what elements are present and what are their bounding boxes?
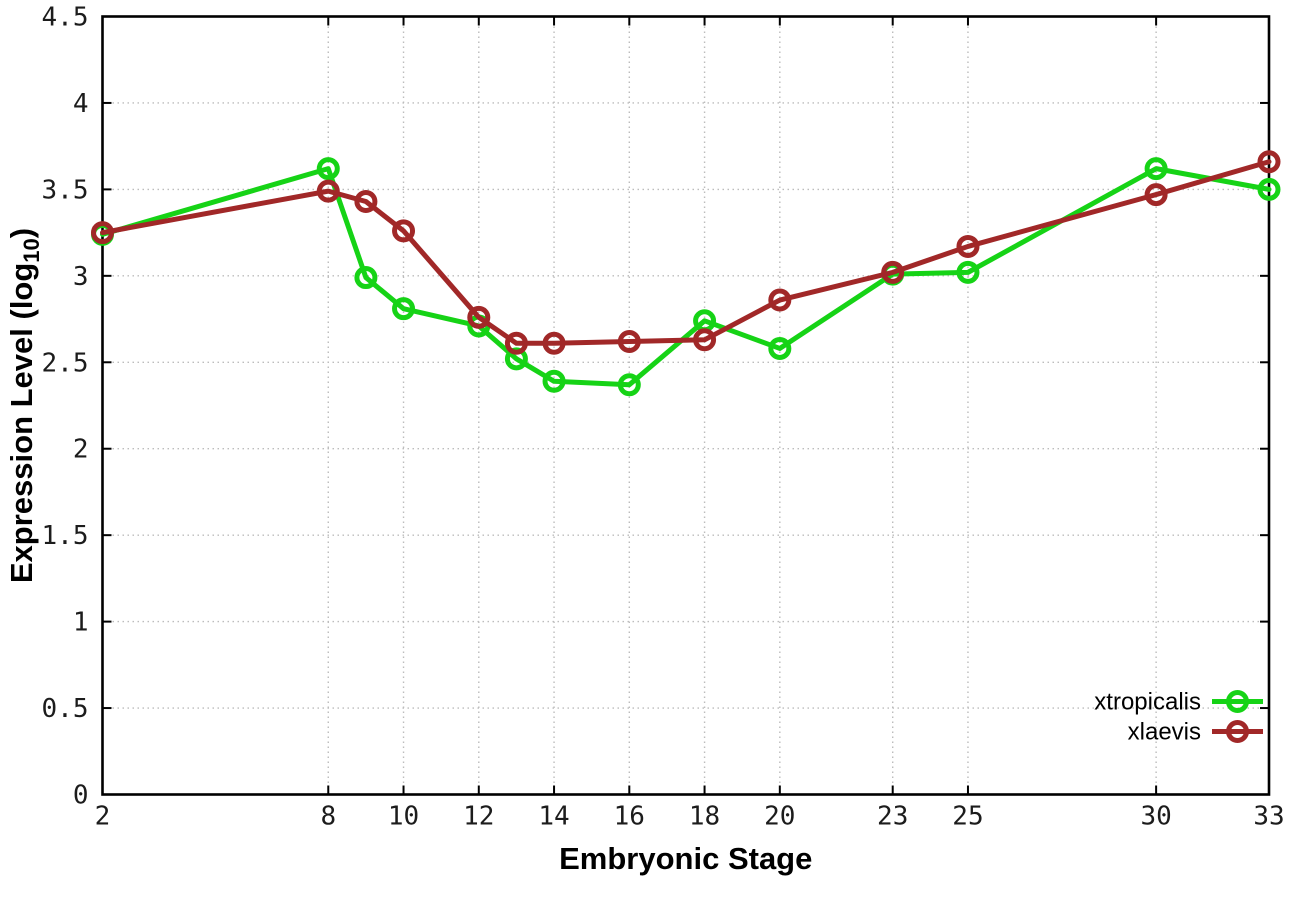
data-point-xlaevis xyxy=(91,221,114,245)
data-point-xlaevis xyxy=(1257,150,1281,174)
x-tick-label: 12 xyxy=(463,802,494,832)
series-line-xlaevis xyxy=(100,159,1272,346)
y-tick-label: 1.5 xyxy=(42,521,89,551)
data-point-xlaevis xyxy=(693,328,717,352)
plot-border xyxy=(101,15,1271,796)
data-point-xtropicalis xyxy=(392,297,416,321)
data-point-xtropicalis xyxy=(316,157,340,181)
y-tick-label: 4.5 xyxy=(42,3,89,33)
x-tick-label: 10 xyxy=(388,802,419,832)
data-point-xtropicalis xyxy=(956,260,980,284)
y-tick-label: 0.5 xyxy=(42,694,89,724)
legend-label-xtropicalis: xtropicalis xyxy=(1094,689,1201,716)
data-point-xlaevis xyxy=(881,260,905,284)
x-axis-title: Embryonic Stage xyxy=(559,841,812,876)
y-axis-title: Expression Level (log10) xyxy=(4,228,44,583)
legend-sample-marker-xtropicalis xyxy=(1226,690,1249,713)
data-point-xtropicalis xyxy=(1144,157,1168,181)
y-tick-label: 4 xyxy=(73,89,89,119)
data-point-xlaevis xyxy=(354,189,378,213)
x-tick-label: 25 xyxy=(952,802,983,832)
data-point-xlaevis xyxy=(467,305,491,329)
data-point-xlaevis xyxy=(504,331,528,355)
data-point-xlaevis xyxy=(392,219,416,243)
data-point-xtropicalis xyxy=(617,373,641,397)
data-point-xlaevis xyxy=(542,331,566,355)
x-tick-label: 30 xyxy=(1140,802,1171,832)
y-tick-label: 0 xyxy=(73,781,89,811)
data-point-xtropicalis xyxy=(1257,177,1281,201)
y-tick-label: 3 xyxy=(73,262,89,292)
y-tick-label: 1 xyxy=(73,608,89,638)
y-tick-label: 3.5 xyxy=(42,175,89,205)
data-point-xtropicalis xyxy=(354,266,378,290)
x-tick-label: 18 xyxy=(689,802,720,832)
data-point-xlaevis xyxy=(768,288,792,312)
y-tick-label: 2.5 xyxy=(42,348,89,378)
data-point-xtropicalis xyxy=(768,336,792,360)
data-point-xlaevis xyxy=(1144,183,1168,207)
y-tick-label: 2 xyxy=(73,435,89,465)
legend-label-xlaevis: xlaevis xyxy=(1128,719,1201,746)
x-tick-label: 2 xyxy=(95,802,111,832)
x-tick-label: 33 xyxy=(1253,802,1284,832)
x-tick-label: 16 xyxy=(614,802,645,832)
data-point-xlaevis xyxy=(316,179,340,203)
legend-sample-marker-xlaevis xyxy=(1226,720,1249,743)
x-tick-label: 8 xyxy=(320,802,336,832)
data-point-xtropicalis xyxy=(542,369,566,393)
data-point-xlaevis xyxy=(617,330,641,354)
x-tick-label: 20 xyxy=(764,802,795,832)
x-tick-label: 14 xyxy=(538,802,569,832)
x-tick-label: 23 xyxy=(877,802,908,832)
data-point-xlaevis xyxy=(956,234,980,258)
